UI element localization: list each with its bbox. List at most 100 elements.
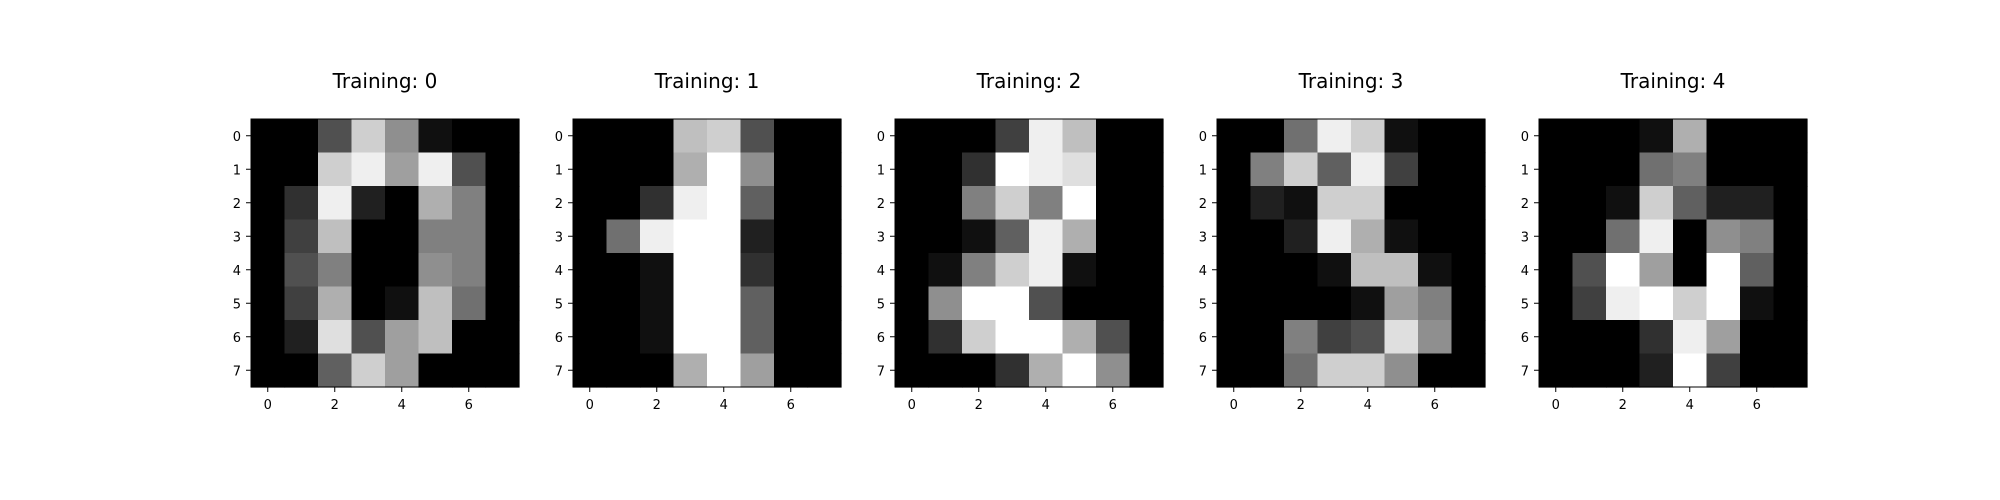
heatmap-cell xyxy=(1773,186,1808,221)
heatmap-cell xyxy=(1217,253,1252,288)
heatmap-cell xyxy=(1029,152,1064,187)
heatmap-cell xyxy=(606,152,641,187)
heatmap-cell xyxy=(318,119,353,154)
heatmap-cell xyxy=(1029,186,1064,221)
heatmap-cell xyxy=(485,186,520,221)
y-tick-label: 5 xyxy=(233,297,241,312)
x-tick-label: 6 xyxy=(1431,398,1439,413)
heatmap-cell xyxy=(284,353,319,388)
heatmap-cell xyxy=(1250,286,1285,321)
heatmap-cell xyxy=(1129,152,1164,187)
heatmap-cell xyxy=(1418,119,1453,154)
heatmap-cell xyxy=(351,286,386,321)
heatmap-cell xyxy=(385,119,420,154)
heatmap-cell xyxy=(1351,320,1386,355)
heatmap-cell xyxy=(1096,286,1131,321)
heatmap-cell xyxy=(1639,152,1674,187)
heatmap-cell xyxy=(1606,320,1641,355)
y-tick-label: 7 xyxy=(555,364,563,379)
heatmap-cell xyxy=(1062,286,1097,321)
heatmap-cell xyxy=(573,186,608,221)
heatmap-cell xyxy=(1418,186,1453,221)
heatmap-cell xyxy=(1250,253,1285,288)
heatmap-cell xyxy=(485,219,520,254)
heatmap-cell xyxy=(1384,320,1419,355)
y-tick-label: 0 xyxy=(1521,130,1529,145)
y-tick-label: 2 xyxy=(1199,197,1207,212)
heatmap-cell xyxy=(1451,186,1486,221)
heatmap-cell xyxy=(1250,320,1285,355)
heatmap-cell xyxy=(1418,152,1453,187)
heatmap-cell xyxy=(673,286,708,321)
heatmap-cell xyxy=(573,320,608,355)
heatmap-cell xyxy=(351,253,386,288)
heatmap-cell xyxy=(1418,253,1453,288)
heatmap-cell xyxy=(1606,186,1641,221)
heatmap-cell xyxy=(807,253,842,288)
y-tick-label: 0 xyxy=(877,130,885,145)
heatmap-cell xyxy=(1351,186,1386,221)
x-tick-label: 2 xyxy=(653,398,661,413)
heatmap-cell xyxy=(573,253,608,288)
heatmap-cell xyxy=(1250,186,1285,221)
heatmap-cell xyxy=(351,186,386,221)
y-tick-label: 0 xyxy=(1199,130,1207,145)
heatmap-cell xyxy=(1706,286,1741,321)
heatmap-cell xyxy=(606,119,641,154)
heatmap-cell xyxy=(418,152,453,187)
y-tick-label: 4 xyxy=(877,264,885,279)
heatmap-cell xyxy=(573,152,608,187)
panel-title: Training: 4 xyxy=(1620,69,1726,93)
heatmap-cell xyxy=(740,186,775,221)
heatmap-cell xyxy=(1250,119,1285,154)
heatmap-cell xyxy=(1029,353,1064,388)
heatmap-cell xyxy=(351,353,386,388)
heatmap-cell xyxy=(318,186,353,221)
heatmap-cell xyxy=(351,320,386,355)
heatmap-cell xyxy=(385,186,420,221)
y-tick-label: 3 xyxy=(555,230,563,245)
heatmap-cell xyxy=(1572,186,1607,221)
heatmap-cell xyxy=(1639,219,1674,254)
heatmap-cell xyxy=(962,119,997,154)
heatmap-cell xyxy=(673,219,708,254)
heatmap-cell xyxy=(1451,219,1486,254)
heatmap-cell xyxy=(1673,320,1708,355)
heatmap-cell xyxy=(640,353,675,388)
heatmap-cell xyxy=(485,353,520,388)
heatmap-cell xyxy=(1384,253,1419,288)
heatmap-cell xyxy=(1706,119,1741,154)
heatmap-cell xyxy=(1673,186,1708,221)
heatmap-cell xyxy=(928,152,963,187)
x-tick-label: 0 xyxy=(1552,398,1560,413)
y-tick-label: 3 xyxy=(877,230,885,245)
heatmap-cell xyxy=(1351,119,1386,154)
heatmap-cell xyxy=(1539,186,1574,221)
heatmap-cell xyxy=(707,152,742,187)
heatmap-cell xyxy=(1706,320,1741,355)
heatmap-cell xyxy=(1706,353,1741,388)
heatmap-cell xyxy=(251,320,286,355)
x-tick-label: 2 xyxy=(331,398,339,413)
heatmap-cell xyxy=(995,219,1030,254)
y-tick-label: 0 xyxy=(233,130,241,145)
heatmap-cell xyxy=(418,186,453,221)
x-tick-label: 4 xyxy=(1364,398,1372,413)
x-tick-label: 0 xyxy=(908,398,916,413)
x-tick-label: 6 xyxy=(465,398,473,413)
heatmap-cell xyxy=(1773,152,1808,187)
heatmap-cell xyxy=(606,253,641,288)
heatmap-cell xyxy=(707,320,742,355)
heatmap-cell xyxy=(1673,119,1708,154)
y-tick-label: 3 xyxy=(233,230,241,245)
heatmap-cell xyxy=(995,286,1030,321)
y-tick-label: 7 xyxy=(1199,364,1207,379)
heatmap-cell xyxy=(351,152,386,187)
heatmap-cell xyxy=(928,253,963,288)
heatmap-cell xyxy=(1317,219,1352,254)
heatmap-cell xyxy=(1606,219,1641,254)
heatmap-cell xyxy=(707,353,742,388)
heatmap-cell xyxy=(1451,119,1486,154)
heatmap-cell xyxy=(1572,119,1607,154)
heatmap-cell xyxy=(895,353,930,388)
